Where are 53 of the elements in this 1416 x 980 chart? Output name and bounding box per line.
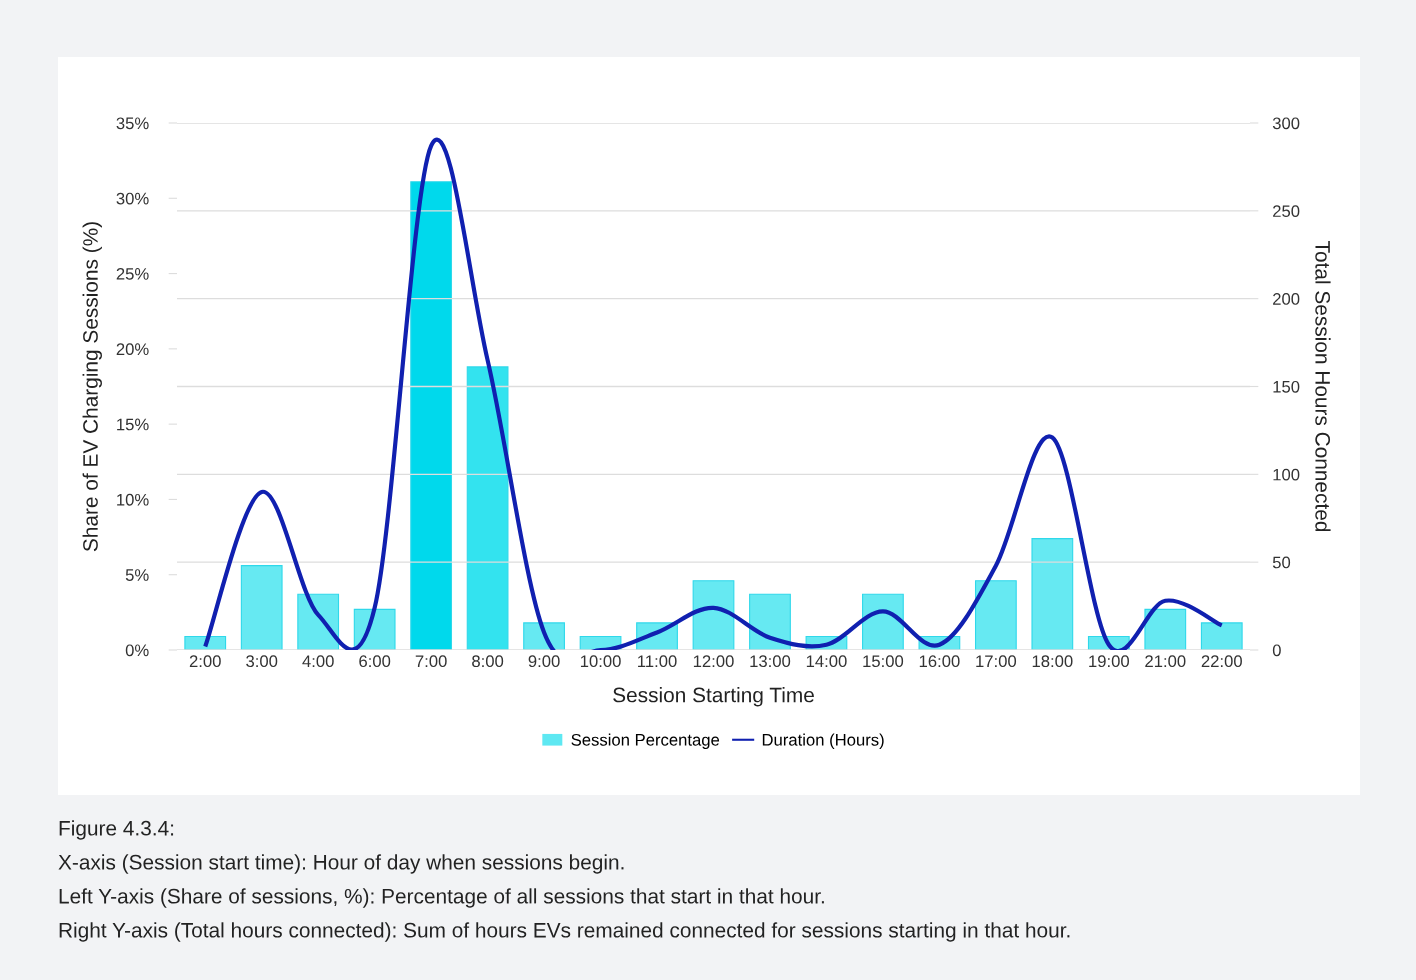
bar — [1031, 538, 1074, 650]
y2-tick-label: 150 — [1273, 380, 1300, 393]
y-tick-label: 30% — [116, 192, 149, 205]
x-tick-label: 22:00 — [1201, 655, 1242, 668]
bar — [1144, 608, 1187, 650]
y-tick-label: 20% — [116, 343, 149, 356]
y-tick-label: 35% — [116, 117, 149, 130]
legend-label: Session Percentage — [571, 733, 720, 750]
bar — [749, 593, 791, 650]
y-tick-label: 25% — [116, 267, 149, 280]
y-tick-label: 15% — [117, 418, 149, 431]
y2-tick-label: 300 — [1272, 117, 1300, 130]
text: Left Y-axis (Share of sessions, %): Percentage of all sessions that start in that hour. — [59, 888, 824, 908]
x-tick-label: 10:00 — [580, 655, 621, 668]
y2-axis-title: Total Session Hours Connected — [1315, 241, 1331, 532]
x-tick-label: 4:00 — [302, 655, 334, 668]
bar — [974, 580, 1017, 650]
bar — [692, 580, 735, 650]
bar — [466, 366, 509, 650]
y-axis-title: Share of EV Charging Sessions (%) — [82, 222, 102, 552]
y2-tick-label: 50 — [1272, 556, 1291, 569]
x-tick-label: 3:00 — [246, 655, 278, 668]
x-tick-label: 16:00 — [919, 655, 960, 668]
x-tick-label: 19:00 — [1089, 655, 1130, 668]
y2-tick-label: 250 — [1273, 205, 1300, 218]
x-axis-title: Session Starting Time — [613, 687, 814, 707]
y2-tick-label: 0 — [1272, 644, 1281, 657]
x-tick-label: 18:00 — [1032, 655, 1073, 668]
x-tick-label: 12:00 — [693, 655, 734, 668]
bar — [240, 565, 283, 650]
bar — [862, 593, 904, 650]
caption: Figure 4.3.4: — [59, 820, 174, 840]
x-tick-label: 8:00 — [472, 655, 504, 668]
x-tick-label: 9:00 — [528, 655, 560, 668]
x-tick-label: 15:00 — [863, 655, 904, 668]
y-tick-label: 10% — [117, 493, 149, 506]
x-tick-label: 13:00 — [750, 655, 791, 668]
y2-tick-label: 100 — [1273, 468, 1300, 481]
bar — [1200, 622, 1243, 650]
x-tick-label: 11:00 — [638, 655, 677, 668]
x-tick-label: 7:00 — [415, 655, 447, 668]
x-tick-label: 17:00 — [976, 655, 1017, 668]
text: X-axis (Session start time): Hour of day when sessions begin. — [58, 854, 624, 874]
x-tick-label: 2:00 — [189, 655, 221, 668]
y2-tick-label: 200 — [1273, 293, 1300, 305]
y-tick-label: 5% — [125, 569, 149, 581]
x-tick-label: 14:00 — [806, 655, 847, 668]
x-tick-label: 21:00 — [1145, 655, 1186, 668]
legend-label: Duration (Hours) — [762, 733, 884, 750]
y-tick-label: 0% — [125, 644, 149, 657]
x-tick-label: 6:00 — [359, 655, 391, 668]
bar — [410, 181, 453, 650]
text: Right Y-axis (Total hours connected): Sum of hours EVs remained connected for sessions starting in that hour. — [59, 922, 1070, 942]
